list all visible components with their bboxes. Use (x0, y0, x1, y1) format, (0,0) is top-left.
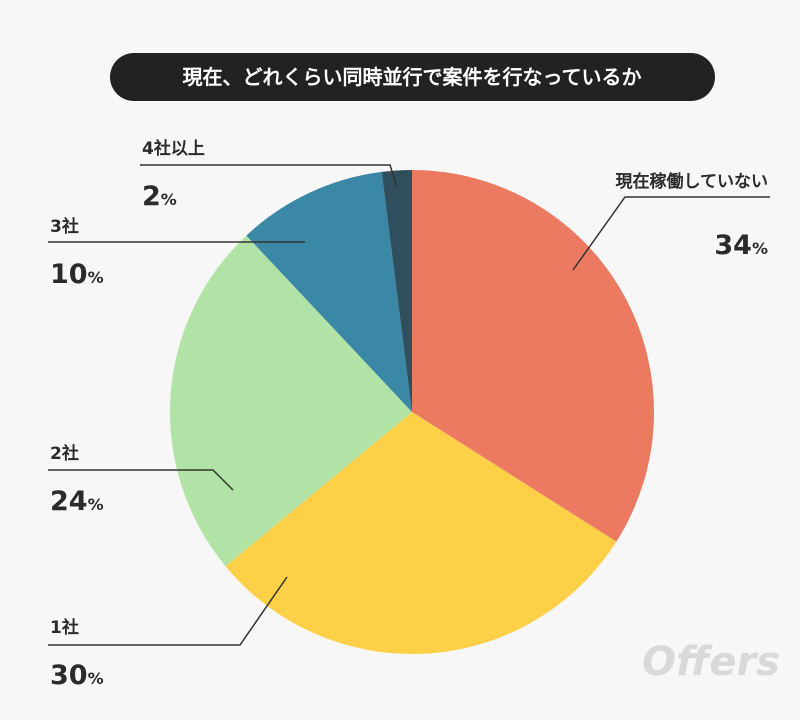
slice-label-1: 1社 30% (50, 617, 104, 691)
pie-slice-4 (381, 170, 412, 412)
leader-lines (48, 164, 770, 646)
slice-name-3: 3社 (50, 216, 79, 237)
leader-line-slice-1 (48, 576, 288, 646)
pie-slice-3 (246, 171, 412, 412)
leader-line-slice-2 (48, 469, 234, 491)
offers-logo: Offers (642, 639, 780, 685)
slice-value-2: 24% (50, 486, 104, 517)
pie-slice-2 (170, 235, 412, 567)
slice-label-0: 現在稼働していない 34% (616, 171, 769, 261)
slice-value-0: 34% (714, 230, 768, 261)
slice-label-4: 4社以上 2% (142, 138, 205, 212)
title-background (110, 53, 715, 101)
leader-line-slice-4 (140, 164, 398, 188)
slice-value-3: 10% (50, 259, 104, 290)
slice-name-1: 1社 (50, 617, 79, 638)
slice-value-1: 30% (50, 660, 104, 691)
chart-title: 現在、どれくらい同時並行で案件を行なっているか (183, 65, 642, 89)
pie-slice-0 (412, 170, 654, 542)
slice-label-3: 3社 10% (50, 216, 104, 290)
pie-slices (170, 170, 654, 654)
slice-name-2: 2社 (50, 443, 79, 464)
slice-name-4: 4社以上 (142, 138, 205, 159)
leader-line-slice-0 (572, 196, 770, 271)
slice-label-2: 2社 24% (50, 443, 104, 517)
slice-name-0: 現在稼働していない (616, 171, 769, 192)
pie-slice-1 (225, 412, 617, 654)
slice-value-4: 2% (142, 181, 177, 212)
